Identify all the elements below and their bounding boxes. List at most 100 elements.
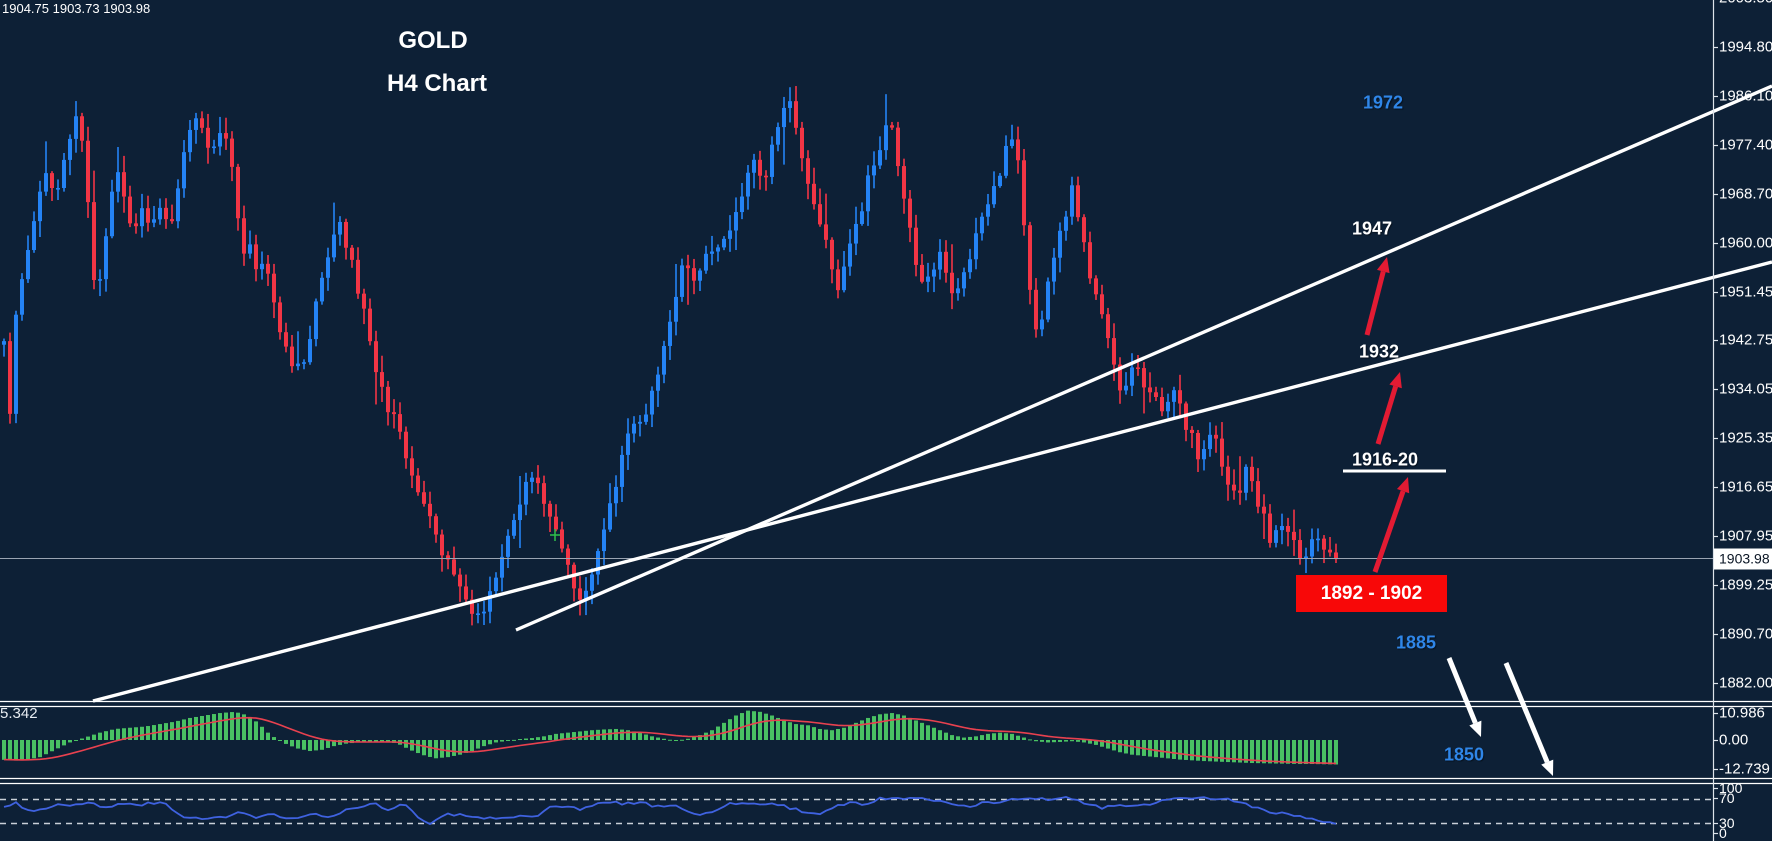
bear-candle-body xyxy=(368,308,372,342)
macd-bar xyxy=(548,735,552,740)
white-down-arrow-1-head xyxy=(1469,720,1482,737)
bull-candle-body xyxy=(494,577,498,592)
macd-bar xyxy=(1076,740,1080,742)
macd-bar xyxy=(1208,740,1212,762)
bull-candle-body xyxy=(56,187,60,190)
bull-candle-body xyxy=(704,253,708,271)
bear-candle-body xyxy=(914,227,918,265)
macd-bar xyxy=(884,713,888,740)
macd-bar xyxy=(1004,733,1008,740)
bull-candle-body xyxy=(1244,466,1248,493)
bear-candle-body xyxy=(1148,387,1152,393)
macd-bar xyxy=(926,725,930,740)
macd-bar xyxy=(74,740,78,741)
bull-candle-body xyxy=(770,144,774,177)
bear-candle-body xyxy=(386,386,390,413)
bear-candle-body xyxy=(1220,438,1224,467)
macd-bar xyxy=(572,732,576,740)
macd-bar xyxy=(1040,740,1044,742)
cross-marker xyxy=(550,529,560,541)
macd-bar xyxy=(1226,740,1230,763)
bear-candle-body xyxy=(536,477,540,484)
bear-candle-body xyxy=(1076,185,1080,218)
red-up-arrow-2-head xyxy=(1389,372,1402,389)
bull-candle-body xyxy=(1310,539,1314,557)
macd-bar xyxy=(266,732,270,740)
bear-candle-body xyxy=(356,259,360,294)
red-up-arrow-3-shaft xyxy=(1372,490,1406,573)
bear-candle-body xyxy=(440,534,444,556)
macd-bar xyxy=(1220,740,1224,762)
bear-candle-body xyxy=(452,559,456,575)
bear-candle-body xyxy=(1334,552,1338,560)
macd-bar xyxy=(902,715,906,740)
bear-candle-body xyxy=(824,224,828,240)
bull-candle-body xyxy=(752,159,756,173)
macd-bar xyxy=(224,712,228,740)
bull-candle-body xyxy=(308,339,312,363)
bull-candle-body xyxy=(68,138,72,160)
macd-bar xyxy=(1286,740,1290,764)
bear-candle-body xyxy=(254,244,258,270)
red-up-arrow-2-shaft xyxy=(1375,385,1399,445)
macd-bar xyxy=(722,722,726,740)
macd-bar xyxy=(1130,740,1134,755)
macd-bar xyxy=(716,726,720,740)
bull-candle-body xyxy=(104,236,108,280)
macd-bar xyxy=(782,720,786,740)
bull-candle-body xyxy=(938,251,942,270)
bull-candle-body xyxy=(1172,390,1176,402)
macd-bar xyxy=(1094,740,1098,745)
bull-candle-body xyxy=(788,101,792,108)
macd-bar xyxy=(1298,740,1302,765)
macd-bar xyxy=(872,716,876,740)
bear-candle-body xyxy=(266,263,270,274)
bull-candle-body xyxy=(194,118,198,130)
bull-candle-body xyxy=(638,421,642,424)
macd-bar xyxy=(524,738,528,740)
bull-candle-body xyxy=(326,257,330,278)
macd-bar xyxy=(458,740,462,755)
bear-candle-body xyxy=(128,196,132,224)
macd-bar xyxy=(1304,740,1308,765)
macd-bar xyxy=(1082,740,1086,743)
macd-bar xyxy=(68,740,72,743)
macd-bar xyxy=(278,740,282,741)
macd-bar xyxy=(176,720,180,740)
bull-candle-body xyxy=(1070,185,1074,217)
macd-bar xyxy=(230,712,234,740)
macd-bar xyxy=(62,740,66,746)
red-up-arrow-3-head xyxy=(1396,477,1410,494)
macd-bar xyxy=(638,732,642,740)
macd-bar xyxy=(1202,740,1206,762)
macd-bar xyxy=(380,740,384,742)
bear-candle-body xyxy=(1286,526,1290,532)
bull-candle-body xyxy=(584,590,588,600)
macd-bar xyxy=(1070,740,1074,742)
macd-bar xyxy=(416,740,420,754)
macd-bar xyxy=(104,731,108,740)
white-down-arrow-1-shaft xyxy=(1446,657,1478,725)
bear-candle-body xyxy=(1028,225,1032,290)
macd-bar xyxy=(1016,735,1020,740)
macd-bar xyxy=(1232,740,1236,763)
macd-bar xyxy=(1256,740,1260,764)
bear-candle-body xyxy=(1142,368,1146,388)
macd-bar xyxy=(854,722,858,740)
bull-candle-body xyxy=(884,125,888,151)
bull-candle-body xyxy=(968,259,972,273)
bear-candle-body xyxy=(470,599,474,614)
bear-candle-body xyxy=(1100,294,1104,315)
bear-candle-body xyxy=(566,548,570,565)
bear-candle-body xyxy=(1196,432,1200,460)
bear-candle-body xyxy=(920,264,924,282)
bull-candle-body xyxy=(1130,367,1134,386)
macd-bar xyxy=(1190,740,1194,761)
macd-bar xyxy=(560,733,564,740)
macd-bar xyxy=(1100,740,1104,747)
bull-candle-body xyxy=(740,196,744,213)
macd-bar xyxy=(998,732,1002,740)
macd-bar xyxy=(536,737,540,740)
